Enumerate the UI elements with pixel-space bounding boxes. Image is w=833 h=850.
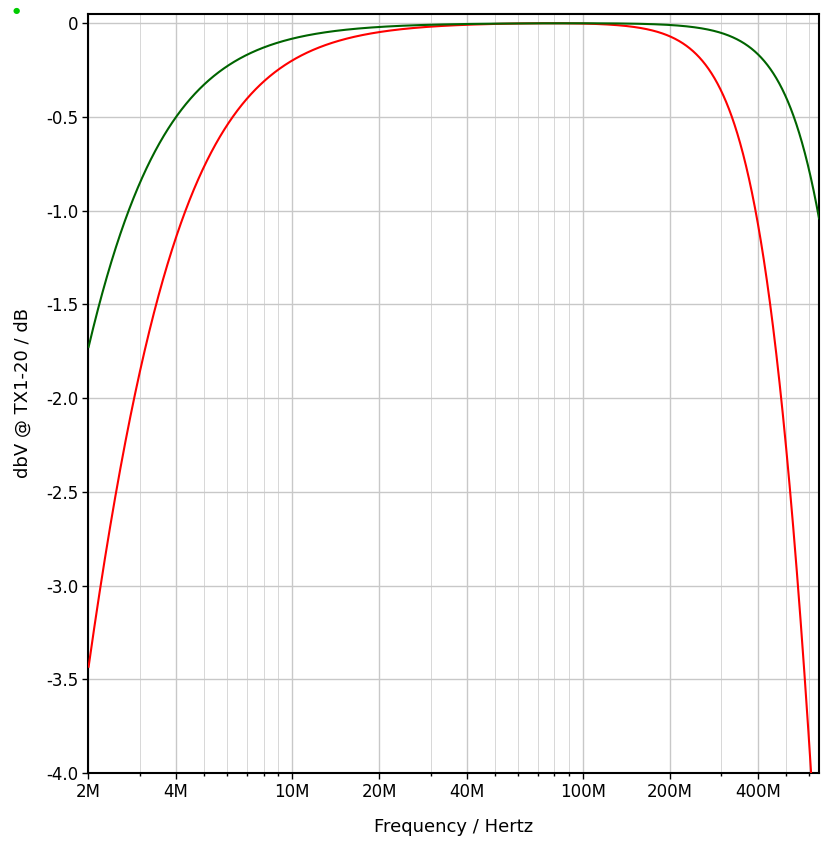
- Y-axis label: dbV @ TX1-20 / dB: dbV @ TX1-20 / dB: [14, 309, 32, 479]
- Text: ●: ●: [12, 6, 20, 15]
- X-axis label: Frequency / Hertz: Frequency / Hertz: [374, 818, 533, 836]
